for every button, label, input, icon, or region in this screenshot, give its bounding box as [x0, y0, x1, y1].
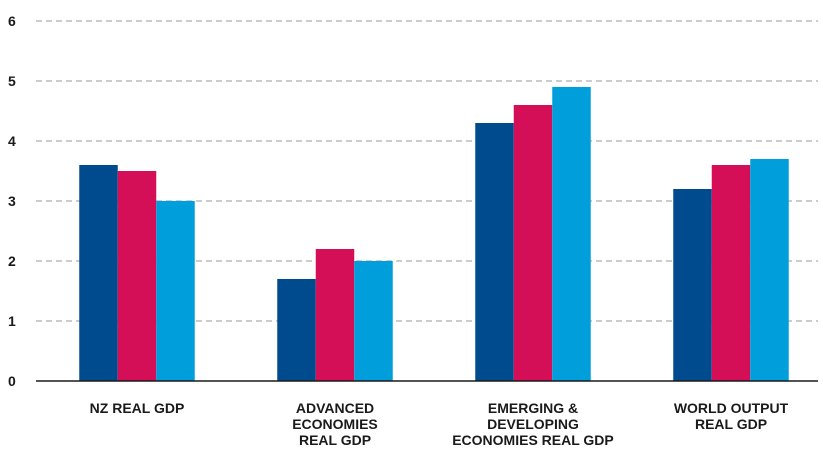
bar-1-series-3	[156, 201, 195, 381]
y-tick-label: 5	[8, 73, 16, 89]
category-label-line: ECONOMIES	[292, 416, 378, 432]
bar-4-series-3	[750, 159, 789, 381]
category-label-line: REAL GDP	[695, 416, 767, 432]
bar-2-series-2	[315, 249, 355, 381]
category-label-line: ADVANCED	[296, 400, 374, 416]
category-label-line: EMERGING &	[488, 400, 578, 416]
category-label-line: WORLD OUTPUT	[674, 400, 789, 416]
y-tick-label: 3	[8, 193, 16, 209]
category-label-line: ECONOMIES REAL GDP	[452, 432, 614, 448]
bars	[79, 87, 789, 381]
bar-4-series-2	[711, 165, 751, 381]
bar-3-series-3	[552, 87, 591, 381]
bar-4-series-1	[673, 189, 712, 381]
category-label: EMERGING & DEVELOPING ECONOMIES REAL GDP	[452, 400, 614, 448]
y-tick-label: 2	[8, 253, 16, 269]
bar-2-series-1	[277, 279, 316, 381]
y-axis-tick-labels: 0 1 2 3 4 5 6	[8, 13, 16, 389]
category-label-line: REAL GDP	[299, 432, 371, 448]
category-label-line: DEVELOPING	[487, 416, 579, 432]
bar-3-series-2	[513, 105, 553, 381]
y-tick-label: 6	[8, 13, 16, 29]
category-label: WORLD OUTPUT REAL GDP	[674, 400, 789, 432]
bar-2-series-3	[354, 261, 393, 381]
category-label-line: NZ REAL GDP	[90, 400, 185, 416]
y-tick-label: 1	[8, 313, 16, 329]
category-label: ADVANCED ECONOMIES REAL GDP	[292, 400, 378, 448]
bar-3-series-1	[475, 123, 514, 381]
category-label: NZ REAL GDP	[90, 400, 185, 416]
x-axis-category-labels: NZ REAL GDP ADVANCED ECONOMIES REAL GDPEMER…	[90, 400, 789, 448]
bar-1-series-2	[117, 171, 157, 381]
y-tick-label: 4	[8, 133, 16, 149]
bar-1-series-1	[79, 165, 118, 381]
y-tick-label: 0	[8, 373, 16, 389]
